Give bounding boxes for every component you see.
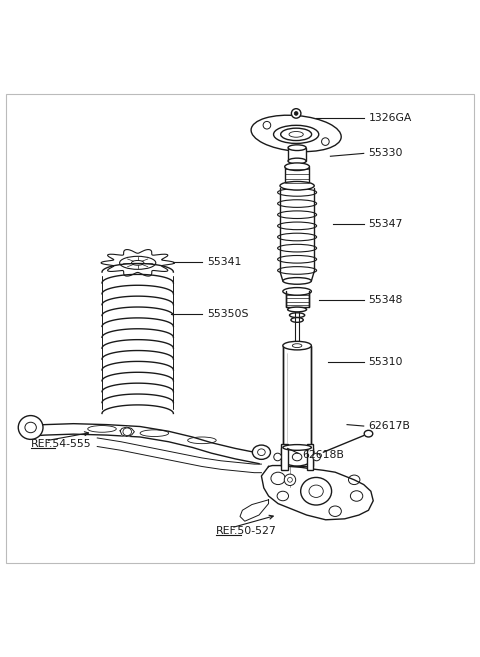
Ellipse shape: [288, 307, 307, 312]
Bar: [285, 167, 310, 186]
Text: REF.50-527: REF.50-527: [216, 526, 277, 535]
Text: 55347: 55347: [369, 219, 403, 229]
Polygon shape: [240, 500, 268, 521]
Polygon shape: [101, 250, 174, 276]
Text: 62618B: 62618B: [302, 449, 344, 460]
Bar: [280, 188, 314, 271]
Text: 55341: 55341: [207, 257, 241, 267]
Ellipse shape: [274, 125, 319, 143]
Bar: [288, 148, 306, 161]
Circle shape: [313, 453, 321, 461]
Ellipse shape: [288, 158, 306, 164]
Bar: [286, 292, 309, 307]
Ellipse shape: [289, 313, 305, 317]
Text: 1326GA: 1326GA: [369, 113, 412, 123]
Ellipse shape: [18, 416, 43, 440]
Ellipse shape: [291, 317, 303, 323]
Ellipse shape: [288, 145, 306, 150]
Ellipse shape: [285, 182, 310, 190]
Polygon shape: [31, 424, 259, 464]
Circle shape: [322, 138, 329, 145]
Polygon shape: [97, 438, 262, 472]
Bar: [283, 346, 312, 447]
Ellipse shape: [252, 445, 270, 459]
Ellipse shape: [283, 342, 312, 350]
Ellipse shape: [283, 278, 312, 284]
Ellipse shape: [280, 181, 314, 190]
Circle shape: [291, 108, 301, 118]
Text: 55330: 55330: [369, 148, 403, 158]
Polygon shape: [120, 427, 134, 436]
Text: 62617B: 62617B: [369, 421, 410, 431]
Circle shape: [294, 112, 298, 116]
Ellipse shape: [283, 288, 312, 295]
Circle shape: [263, 122, 271, 129]
Ellipse shape: [251, 115, 341, 152]
Bar: [281, 448, 313, 466]
Text: 55348: 55348: [369, 295, 403, 305]
Polygon shape: [262, 466, 373, 520]
Text: REF.54-555: REF.54-555: [31, 439, 91, 449]
Bar: [307, 443, 313, 470]
Ellipse shape: [283, 445, 312, 450]
Ellipse shape: [281, 448, 313, 466]
Circle shape: [288, 478, 292, 482]
Circle shape: [274, 453, 281, 461]
Bar: [281, 443, 288, 470]
Text: 55310: 55310: [369, 357, 403, 367]
Ellipse shape: [285, 163, 310, 171]
Text: 55350S: 55350S: [207, 309, 248, 319]
Ellipse shape: [364, 430, 373, 437]
Circle shape: [284, 474, 296, 486]
